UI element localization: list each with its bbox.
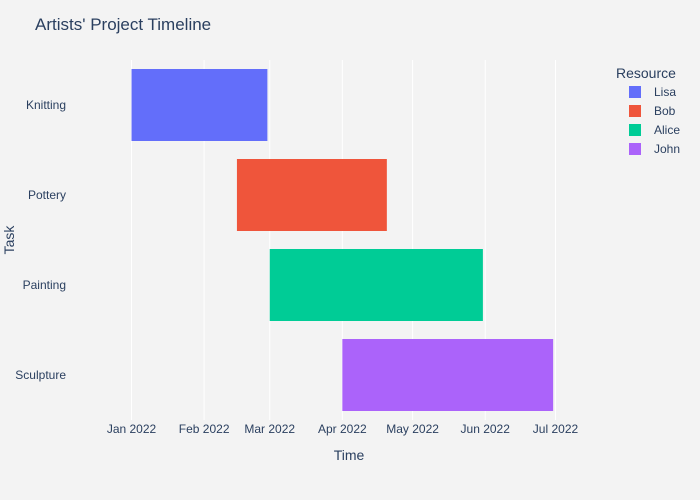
x-tick-label: Mar 2022 (244, 422, 295, 436)
y-tick-label: Pottery (28, 188, 66, 202)
y-tick-label: Knitting (26, 98, 66, 112)
bar-bob[interactable] (236, 159, 387, 231)
x-tick-label: Apr 2022 (318, 422, 367, 436)
x-tick-labels: Jan 2022 Feb 2022 Mar 2022 Apr 2022 May 2022… (107, 422, 579, 436)
y-tick-label: Painting (23, 278, 66, 292)
x-tick-label: Jan 2022 (107, 422, 157, 436)
legend-items: Lisa Bob Alice John (629, 85, 680, 156)
y-axis-title: Task (1, 225, 17, 255)
legend-swatch-bob[interactable] (629, 105, 641, 117)
bar-john[interactable] (342, 339, 554, 411)
legend-label-bob[interactable]: Bob (654, 104, 676, 118)
y-tick-labels: Knitting Pottery Painting Sculpture (15, 98, 66, 382)
legend: Resource Lisa Bob Alice John (616, 65, 680, 156)
x-tick-label: May 2022 (386, 422, 439, 436)
bar-alice[interactable] (269, 249, 483, 321)
legend-label-john[interactable]: John (654, 142, 680, 156)
x-tick-label: Feb 2022 (179, 422, 230, 436)
legend-swatch-lisa[interactable] (629, 86, 641, 98)
x-tick-label: Jul 2022 (533, 422, 579, 436)
legend-title: Resource (616, 65, 676, 81)
chart-title: Artists' Project Timeline (35, 15, 211, 34)
legend-label-lisa[interactable]: Lisa (654, 85, 676, 99)
y-tick-label: Sculpture (15, 368, 66, 382)
legend-swatch-alice[interactable] (629, 124, 641, 136)
bar-lisa[interactable] (131, 69, 268, 141)
x-axis-title: Time (334, 447, 365, 463)
bars-layer (131, 69, 554, 411)
legend-swatch-john[interactable] (629, 143, 641, 155)
legend-label-alice[interactable]: Alice (654, 123, 680, 137)
x-tick-label: Jun 2022 (461, 422, 511, 436)
